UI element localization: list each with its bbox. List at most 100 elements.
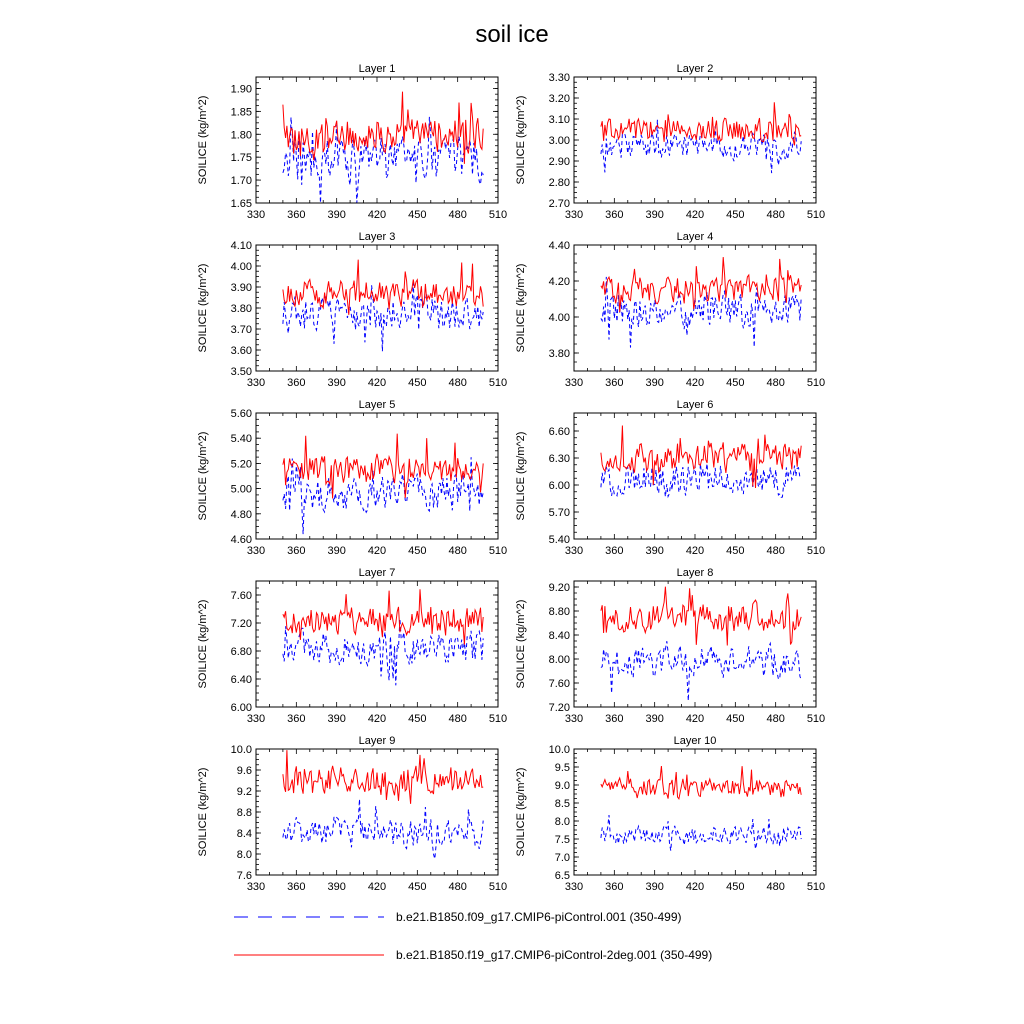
y-axis-label: SOILICE (kg/m^2) (515, 96, 527, 185)
x-tick-label: 390 (645, 881, 663, 893)
series-line-piControl-2deg-f19 (600, 102, 802, 146)
panels-group: Layer 1 330 360 390 420 450 480 510 1.65 1.70 1.75… (197, 63, 825, 893)
x-tick-label: 390 (327, 545, 345, 557)
y-axis-label: SOILICE (kg/m^2) (197, 96, 209, 185)
x-tick-label: 390 (327, 209, 345, 221)
x-tick-label: 330 (247, 209, 265, 221)
panel-title: Layer 1 (359, 63, 396, 75)
y-tick-label: 2.70 (549, 198, 570, 210)
x-tick-label: 360 (287, 377, 305, 389)
x-tick-label: 330 (565, 545, 583, 557)
panel-2: Layer 2 330 360 390 420 450 480 510 2.70 2.80 2.90… (515, 63, 825, 221)
x-tick-label: 360 (605, 377, 623, 389)
y-tick-label: 2.90 (549, 156, 570, 168)
x-tick-label: 360 (605, 545, 623, 557)
x-tick-label: 420 (686, 545, 704, 557)
panel-title: Layer 6 (677, 399, 714, 411)
series-line-piControl-2deg-f19 (600, 425, 802, 489)
x-tick-label: 390 (645, 377, 663, 389)
series-line-piControl-f09 (600, 641, 802, 701)
y-tick-label: 6.00 (549, 480, 570, 492)
x-tick-label: 510 (807, 881, 825, 893)
y-tick-label: 8.40 (549, 630, 570, 642)
x-tick-label: 510 (807, 209, 825, 221)
x-tick-label: 480 (766, 377, 784, 389)
y-tick-label: 10.0 (549, 744, 570, 756)
y-tick-label: 8.0 (555, 816, 570, 828)
panel-3: Layer 3 330 360 390 420 450 480 510 3.50 3.60 3.70… (197, 231, 507, 389)
y-tick-label: 5.00 (231, 484, 252, 496)
y-tick-label: 4.20 (549, 276, 570, 288)
legend-label-1: b.e21.B1850.f09_g17.CMIP6-piControl.001 … (396, 910, 682, 924)
x-tick-label: 450 (726, 209, 744, 221)
y-tick-label: 6.60 (549, 426, 570, 438)
x-tick-label: 480 (448, 713, 466, 725)
y-tick-label: 3.80 (231, 303, 252, 315)
panel-9: Layer 9 330 360 390 420 450 480 510 7.6 8.0 8.4 8.8… (197, 735, 507, 893)
y-axis-label: SOILICE (kg/m^2) (515, 432, 527, 521)
y-tick-label: 7.0 (555, 852, 570, 864)
plot-frame (573, 580, 817, 708)
x-tick-label: 330 (565, 209, 583, 221)
x-tick-label: 480 (766, 881, 784, 893)
x-tick-label: 510 (489, 545, 507, 557)
x-tick-label: 390 (645, 713, 663, 725)
series-line-piControl-f09 (282, 618, 484, 686)
x-tick-label: 450 (408, 377, 426, 389)
panel-5: Layer 5 330 360 390 420 450 480 510 4.60 4.80 5.00… (197, 399, 507, 557)
x-tick-label: 390 (645, 545, 663, 557)
y-tick-label: 7.60 (231, 590, 252, 602)
x-tick-label: 450 (726, 713, 744, 725)
x-tick-label: 450 (726, 545, 744, 557)
y-axis-label: SOILICE (kg/m^2) (197, 768, 209, 857)
plot-frame (573, 748, 817, 876)
y-tick-label: 7.60 (549, 678, 570, 690)
y-tick-label: 9.20 (549, 582, 570, 594)
panel-7: Layer 7 330 360 390 420 450 480 510 6.00 6.40 6.80… (197, 567, 507, 725)
panel-title: Layer 3 (359, 231, 396, 243)
series-line-piControl-f09 (282, 457, 484, 535)
y-tick-label: 8.80 (549, 606, 570, 618)
panel-title: Layer 4 (677, 231, 714, 243)
x-tick-label: 450 (408, 881, 426, 893)
x-tick-label: 510 (807, 713, 825, 725)
x-tick-label: 480 (448, 881, 466, 893)
x-tick-label: 510 (489, 881, 507, 893)
x-tick-label: 330 (247, 545, 265, 557)
figure-title: soil ice (475, 21, 548, 48)
x-tick-label: 360 (287, 881, 305, 893)
y-tick-label: 4.80 (231, 509, 252, 521)
panel-title: Layer 5 (359, 399, 396, 411)
series-line-piControl-f09 (600, 463, 802, 499)
series-line-piControl-2deg-f19 (600, 257, 802, 313)
plot-frame (255, 748, 499, 876)
x-tick-label: 420 (368, 209, 386, 221)
y-axis-label: SOILICE (kg/m^2) (197, 600, 209, 689)
y-tick-label: 1.80 (231, 129, 252, 141)
x-tick-label: 390 (327, 881, 345, 893)
x-tick-label: 330 (565, 881, 583, 893)
x-tick-label: 510 (489, 377, 507, 389)
y-tick-label: 6.30 (549, 453, 570, 465)
y-axis-label: SOILICE (kg/m^2) (197, 432, 209, 521)
y-axis-label: SOILICE (kg/m^2) (515, 600, 527, 689)
x-tick-label: 420 (368, 713, 386, 725)
y-tick-label: 1.90 (231, 83, 252, 95)
y-tick-label: 4.00 (549, 312, 570, 324)
x-tick-label: 330 (565, 713, 583, 725)
x-tick-label: 420 (686, 377, 704, 389)
y-tick-label: 5.60 (231, 408, 252, 420)
legend: b.e21.B1850.f09_g17.CMIP6-piControl.001 … (234, 910, 712, 962)
y-tick-label: 1.75 (231, 152, 252, 164)
y-tick-label: 8.4 (237, 828, 252, 840)
y-tick-label: 9.0 (555, 780, 570, 792)
y-tick-label: 4.40 (549, 240, 570, 252)
x-tick-label: 510 (489, 209, 507, 221)
series-line-piControl-2deg-f19 (282, 433, 484, 499)
x-tick-label: 360 (605, 713, 623, 725)
y-tick-label: 3.30 (549, 72, 570, 84)
y-tick-label: 8.00 (549, 654, 570, 666)
series-line-piControl-2deg-f19 (282, 589, 484, 645)
y-tick-label: 1.65 (231, 198, 252, 210)
